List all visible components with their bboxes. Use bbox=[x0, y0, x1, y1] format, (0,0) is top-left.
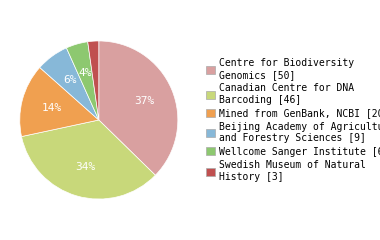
Text: 4%: 4% bbox=[78, 68, 92, 78]
Wedge shape bbox=[22, 120, 155, 199]
Text: 37%: 37% bbox=[134, 96, 154, 106]
Text: 14%: 14% bbox=[41, 102, 62, 113]
Text: 34%: 34% bbox=[75, 162, 95, 172]
Wedge shape bbox=[20, 67, 99, 137]
Wedge shape bbox=[66, 42, 99, 120]
Text: 6%: 6% bbox=[63, 76, 76, 85]
Wedge shape bbox=[40, 48, 99, 120]
Wedge shape bbox=[99, 41, 178, 175]
Legend: Centre for Biodiversity
Genomics [50], Canadian Centre for DNA
Barcoding [46], M: Centre for Biodiversity Genomics [50], C… bbox=[206, 58, 380, 182]
Wedge shape bbox=[88, 41, 99, 120]
